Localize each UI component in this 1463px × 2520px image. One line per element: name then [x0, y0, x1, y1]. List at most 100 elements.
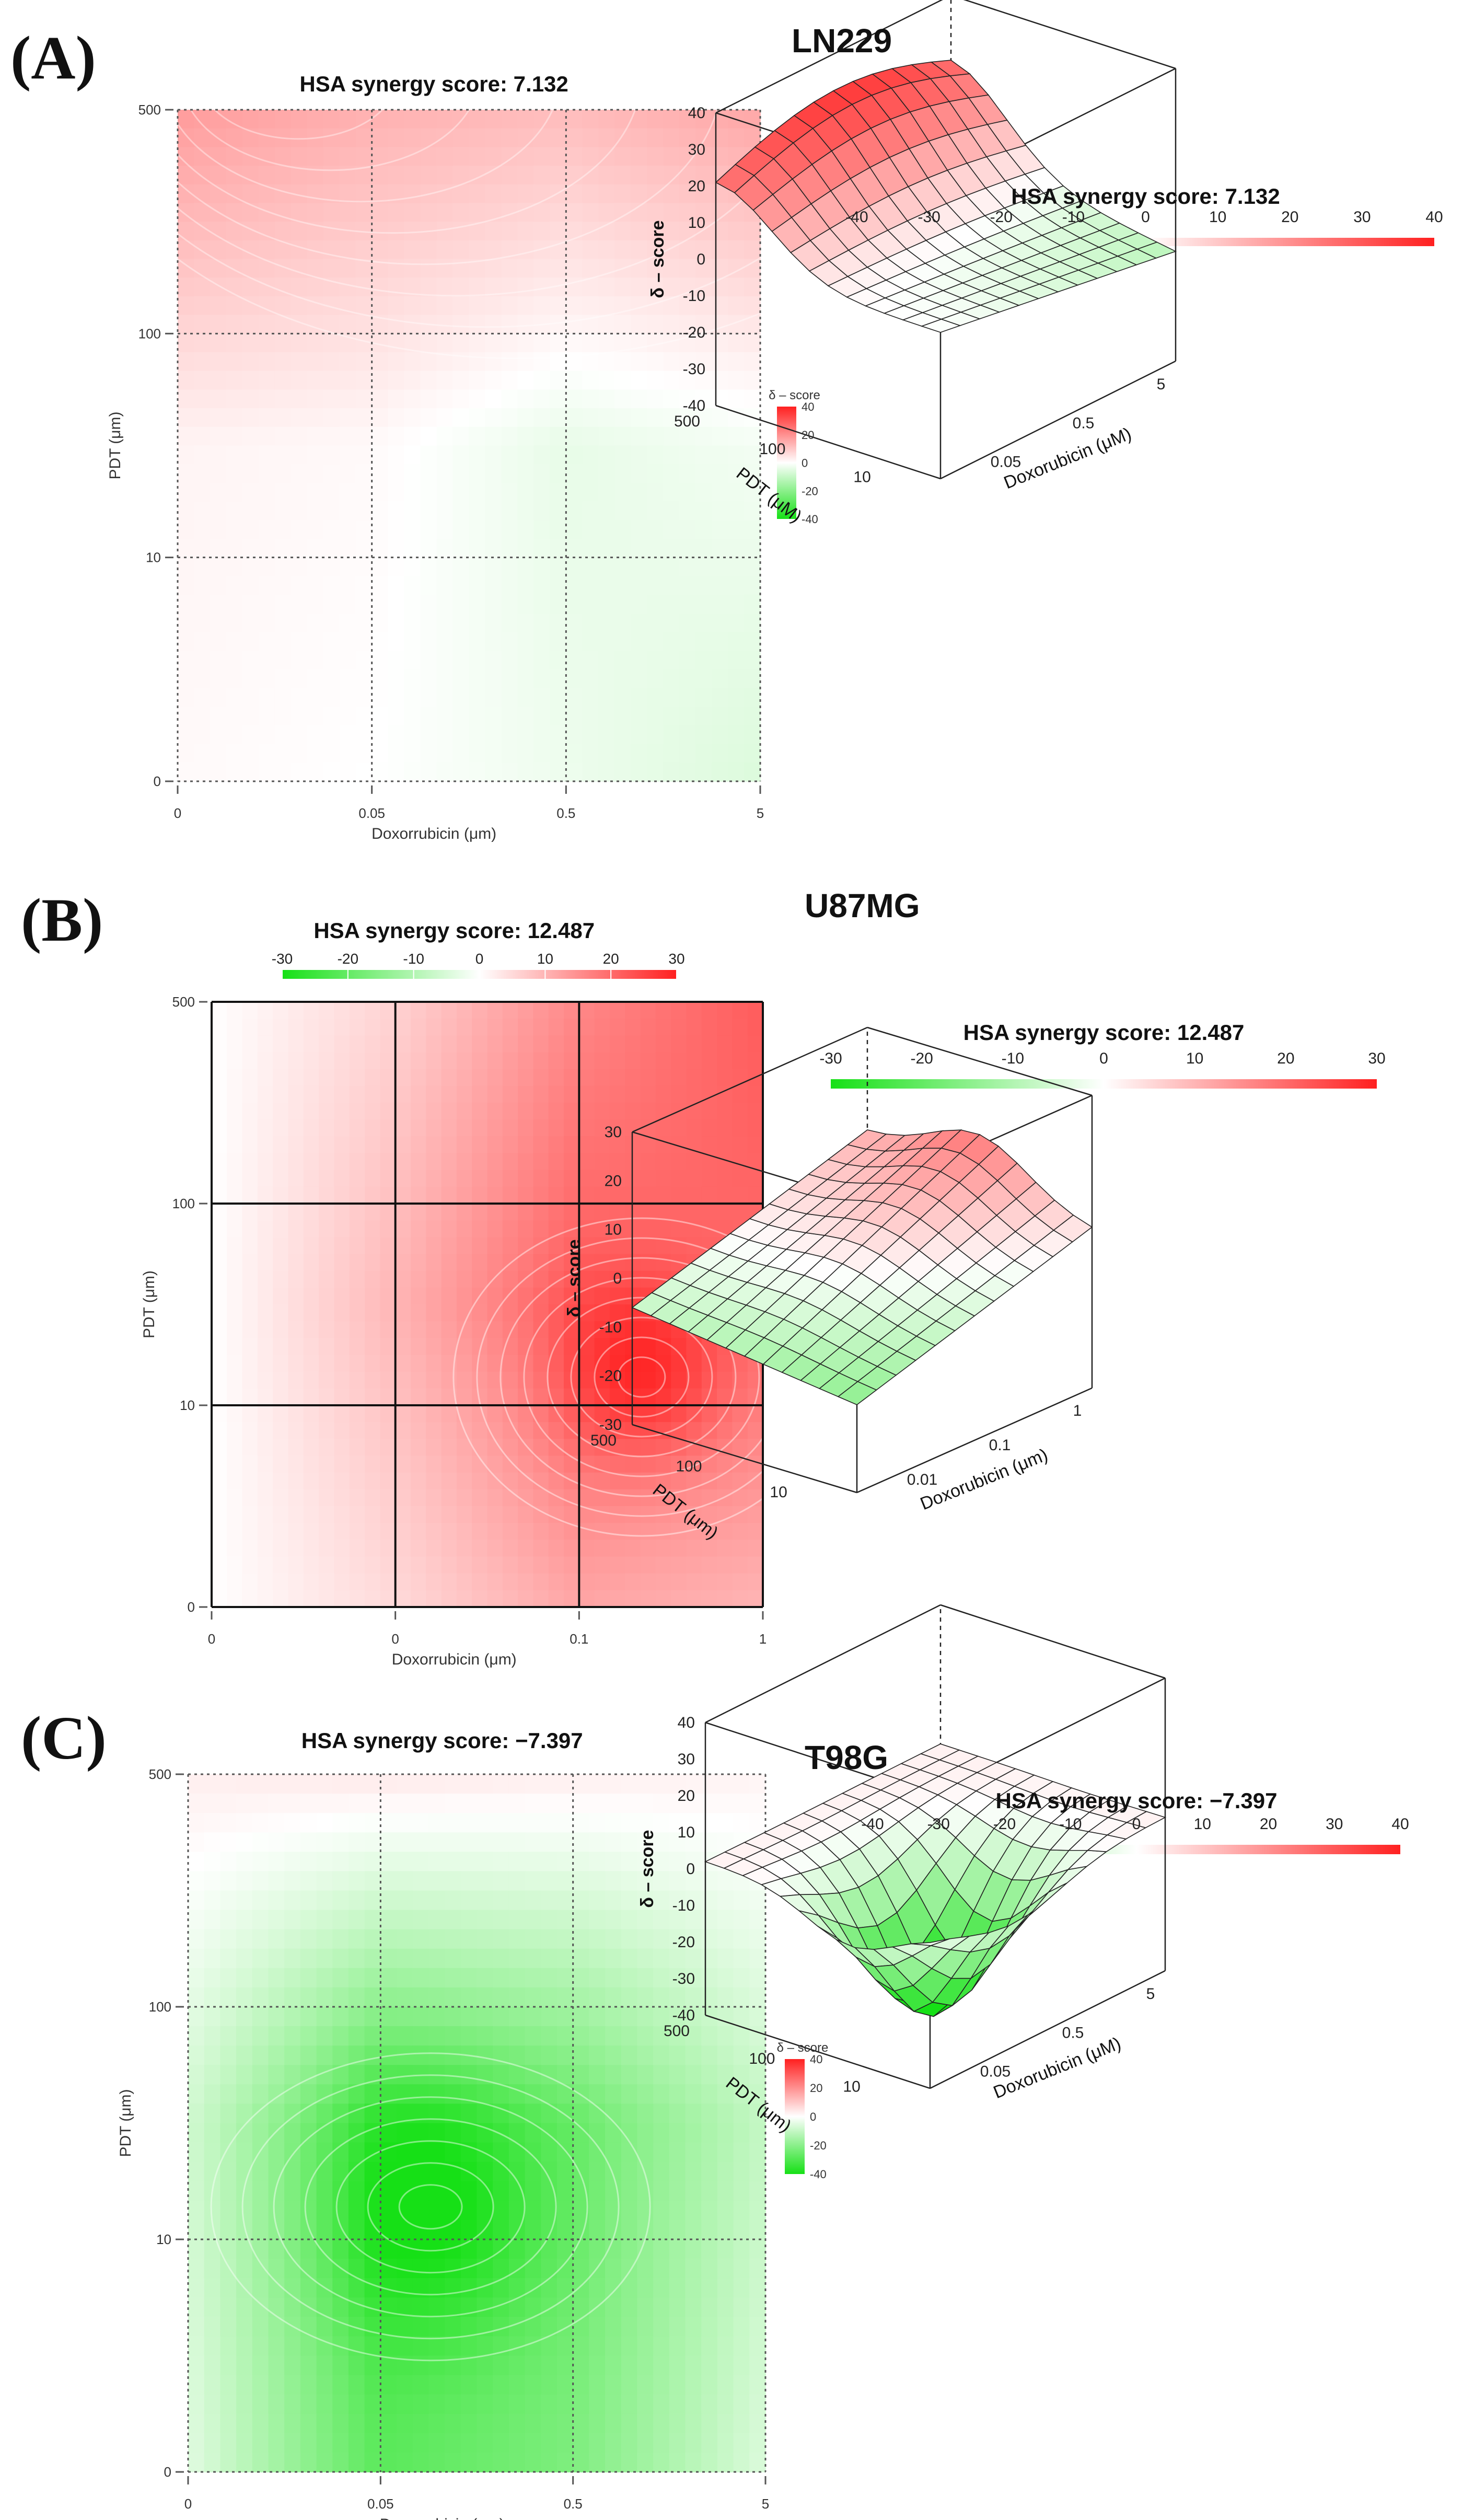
heatmap-cell — [404, 762, 421, 782]
heatmap-cell — [319, 1270, 335, 1288]
heatmap-cell — [621, 2045, 638, 2066]
heatmap-cell — [533, 1455, 549, 1473]
heatmap-cell — [589, 1910, 606, 1930]
heatmap-cell — [485, 557, 502, 577]
heatmap-cell — [501, 203, 518, 222]
heatmap-cell — [388, 520, 405, 539]
heatmap-cell — [319, 1002, 335, 1019]
heatmap-cell — [445, 2142, 461, 2163]
heatmap-cell — [411, 1119, 427, 1137]
heatmap-cell — [258, 166, 275, 185]
heatmap-cell — [212, 1371, 228, 1389]
heatmap-cell — [339, 352, 356, 372]
heatmap-cell — [257, 1321, 273, 1339]
heatmap-cell — [582, 296, 599, 316]
heatmap-cell — [426, 1455, 442, 1473]
surface-box-edge — [867, 1026, 1093, 1096]
heatmap-cell — [579, 1439, 595, 1456]
heatmap-cell — [525, 1871, 542, 1891]
heatmap-cell — [291, 203, 308, 222]
heatmap-cell — [291, 688, 308, 707]
heatmap-cell — [268, 2065, 285, 2085]
heatmap-cell — [679, 557, 696, 577]
heatmap-cell — [598, 315, 616, 334]
heatmap-cell — [518, 1069, 534, 1086]
heatmap-cell — [242, 1523, 258, 1541]
heatmap-cell — [452, 296, 470, 316]
heatmap-cell — [204, 2336, 221, 2356]
heatmap-cell — [412, 2452, 429, 2472]
heatmap-cell — [747, 1590, 763, 1608]
heatmap-cell — [573, 2123, 590, 2143]
heatmap-cell — [252, 2181, 269, 2201]
heatmap-cell — [258, 707, 275, 726]
heatmap-cell — [388, 259, 405, 279]
heatmap-cell — [452, 613, 470, 633]
heatmap-cell — [605, 2103, 622, 2124]
heatmap-cell — [445, 2220, 461, 2240]
heatmap-cell — [747, 1523, 763, 1541]
heatmap-cell — [732, 1019, 748, 1036]
heatmap-cell — [502, 1204, 518, 1221]
heatmap-cell — [564, 1506, 580, 1523]
heatmap-cell — [220, 2317, 237, 2337]
heatmap-cell — [194, 203, 211, 222]
heatmap-cell — [355, 482, 373, 502]
heatmap-cell — [242, 1119, 258, 1137]
heatmap-cell — [614, 128, 632, 148]
heatmap-cell — [625, 1136, 641, 1154]
heatmap-cell — [477, 1774, 493, 1794]
heatmap-cell — [701, 1405, 717, 1423]
heatmap-cell — [525, 1852, 542, 1872]
heatmap-cell — [226, 613, 243, 633]
heatmap-cell — [566, 240, 583, 260]
heatmap-cell — [550, 128, 567, 148]
heatmap-cell — [582, 426, 599, 446]
heatmap-cell — [637, 2394, 654, 2414]
heatmap-cell — [288, 1136, 304, 1154]
heatmap-cell — [404, 707, 421, 726]
surface-facet — [1125, 1811, 1167, 1829]
heatmap-cell — [303, 1540, 319, 1557]
heatmap-cell — [579, 1422, 595, 1440]
heatmap-cell — [717, 1948, 734, 1969]
heatmap-cell — [502, 1439, 518, 1456]
heatmap-cell — [445, 1987, 461, 2007]
heatmap-cell — [428, 2142, 445, 2163]
heatmap-cell — [579, 1002, 595, 1019]
heatmap-cell — [640, 1573, 656, 1591]
heatmap-cell — [605, 2239, 622, 2259]
heatmap-cell — [227, 1170, 243, 1187]
heatmap-cell — [355, 445, 373, 465]
heatmap-cell — [300, 1774, 317, 1794]
heatmap-cell — [579, 1103, 595, 1120]
heatmap-cell — [460, 1929, 478, 1949]
heatmap-cell — [717, 1590, 733, 1608]
heatmap-cell — [242, 240, 259, 260]
surface-box-edge — [930, 1970, 1166, 2089]
heatmap-cell — [258, 240, 275, 260]
heatmap-cell — [579, 1254, 595, 1271]
heatmap-cell — [485, 371, 502, 390]
heatmap-cell — [178, 651, 194, 670]
heatmap-cell — [548, 1304, 564, 1322]
heatmap-cell — [452, 389, 470, 409]
heatmap-cell — [178, 278, 194, 297]
heatmap-cell — [621, 1852, 638, 1872]
heatmap-cell — [640, 1186, 656, 1204]
heatmap-cell — [686, 1052, 702, 1070]
heatmap-cell — [605, 2123, 622, 2143]
y-tick-label: 500 — [138, 102, 161, 118]
heatmap-cell — [456, 1405, 472, 1423]
heatmap-cell — [452, 595, 470, 614]
heatmap-cell — [631, 651, 647, 670]
heatmap-cell — [701, 2413, 718, 2434]
heatmap-cell — [436, 166, 454, 185]
y-tick-label: 500 — [590, 1432, 617, 1449]
heatmap-cell — [212, 1388, 228, 1406]
heatmap-cell — [477, 1948, 493, 1969]
heatmap-cell — [242, 1321, 258, 1339]
heatmap-cell — [380, 1929, 397, 1949]
heatmap-cell — [397, 2259, 413, 2279]
heatmap-cell — [210, 651, 227, 670]
